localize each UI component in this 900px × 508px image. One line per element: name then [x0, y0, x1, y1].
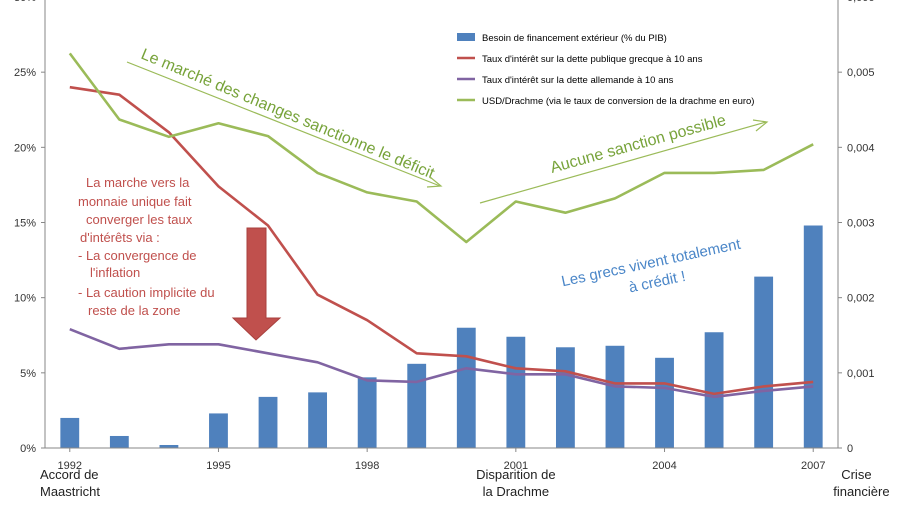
legend-label: Besoin de financement extérieur (% du PI…: [482, 33, 667, 44]
left-tick-label: 10%: [14, 293, 36, 305]
annotation-aucune: Aucune sanction possible: [479, 112, 769, 204]
x-caption-line: Maastricht: [40, 484, 100, 499]
bar-besoin-financement: [308, 392, 328, 448]
bar-besoin-financement: [109, 435, 129, 448]
annotation-sanction-text: Le marché des changes sanctionne le défi…: [138, 46, 437, 183]
right-tick-label: 0: [847, 443, 853, 455]
x-tick-label: 1998: [355, 460, 379, 472]
x-caption-line: Accord de: [40, 467, 99, 482]
left-tick-label: 5%: [20, 368, 36, 380]
bar-besoin-financement: [605, 345, 625, 448]
bar-besoin-financement: [506, 336, 526, 448]
bar-besoin-financement: [456, 327, 476, 448]
right-tick-label: 0,003: [847, 218, 875, 230]
right-tick-label: 0,006: [847, 0, 875, 4]
bar-besoin-financement: [555, 347, 575, 448]
left-axis-ticks: 0% 5% 10% 15% 20% 25% 30%: [14, 0, 45, 455]
x-caption-line: Disparition de: [476, 467, 556, 482]
bar-besoin-financement: [704, 332, 724, 448]
x-caption: Accord de Maastricht: [40, 467, 100, 499]
x-axis-ticks: 1992 1995 1998 2001 2004 2007: [58, 448, 825, 472]
annotation-aucune-arrow: [479, 121, 767, 204]
x-caption-line: Crise: [841, 467, 871, 482]
bar-besoin-financement: [803, 225, 823, 448]
bar-besoin-financement: [60, 417, 80, 448]
annotation-grecs-text: Les grecs vivent totalement à crédit !: [560, 235, 750, 310]
legend-label: Taux d'intérêt sur la dette publique gre…: [482, 54, 703, 65]
left-tick-label: 15%: [14, 218, 36, 230]
right-tick-label: 0,001: [847, 368, 875, 380]
annotation-marche-text: La marche vers la monnaie unique fait co…: [78, 175, 218, 318]
x-caption-line: la Drachme: [483, 484, 549, 499]
line-usd-drachme: [68, 52, 814, 244]
bar-series: [60, 225, 823, 448]
annotation-marche-down-arrow: [231, 227, 282, 341]
x-tick-label: 2004: [652, 460, 676, 472]
annotation-sanction-arrow: [126, 61, 441, 187]
legend: Besoin de financement extérieur (% du PI…: [457, 33, 754, 107]
right-tick-label: 0,005: [847, 67, 875, 79]
right-axis-ticks: 0 0,001 0,002 0,003 0,004 0,005 0,006: [838, 0, 875, 455]
bar-besoin-financement: [159, 444, 179, 448]
line-taux-allemand: [69, 327, 814, 399]
annotation-sanction: Le marché des changes sanctionne le défi…: [126, 46, 443, 188]
line-series: [68, 52, 814, 399]
right-tick-label: 0,002: [847, 293, 875, 305]
line-taux-grec: [69, 85, 814, 396]
bar-besoin-financement: [209, 413, 228, 448]
right-tick-label: 0,004: [847, 142, 875, 154]
legend-swatch-bar: [457, 33, 475, 41]
x-caption: Crise financière: [833, 467, 889, 499]
bar-besoin-financement: [407, 363, 427, 448]
annotation-marche: La marche vers la monnaie unique fait co…: [78, 175, 282, 341]
bar-besoin-financement: [754, 276, 774, 448]
annotation-aucune-arrowhead: [752, 119, 769, 132]
x-caption: Disparition de la Drachme: [476, 467, 556, 499]
legend-label: Taux d'intérêt sur la dette allemande à …: [482, 75, 674, 86]
x-tick-label: 1995: [206, 460, 230, 472]
legend-label: USD/Drachme (via le taux de conversion d…: [482, 96, 754, 107]
left-tick-label: 30%: [14, 0, 36, 4]
annotation-sanction-arrowhead: [426, 176, 443, 188]
annotation-grecs: Les grecs vivent totalement à crédit !: [560, 235, 750, 310]
left-tick-label: 25%: [14, 67, 36, 79]
x-caption-line: financière: [833, 484, 889, 499]
x-tick-label: 2007: [801, 460, 825, 472]
left-tick-label: 20%: [14, 142, 36, 154]
bar-besoin-financement: [655, 357, 674, 448]
bar-besoin-financement: [258, 396, 278, 448]
annotation-aucune-text: Aucune sanction possible: [549, 112, 728, 177]
x-axis-captions: Accord de Maastricht Disparition de la Drac…: [40, 467, 890, 499]
x-tick-label: 1992: [58, 460, 82, 472]
bar-besoin-financement: [357, 377, 377, 448]
left-tick-label: 0%: [20, 443, 36, 455]
x-tick-label: 2001: [504, 460, 528, 472]
